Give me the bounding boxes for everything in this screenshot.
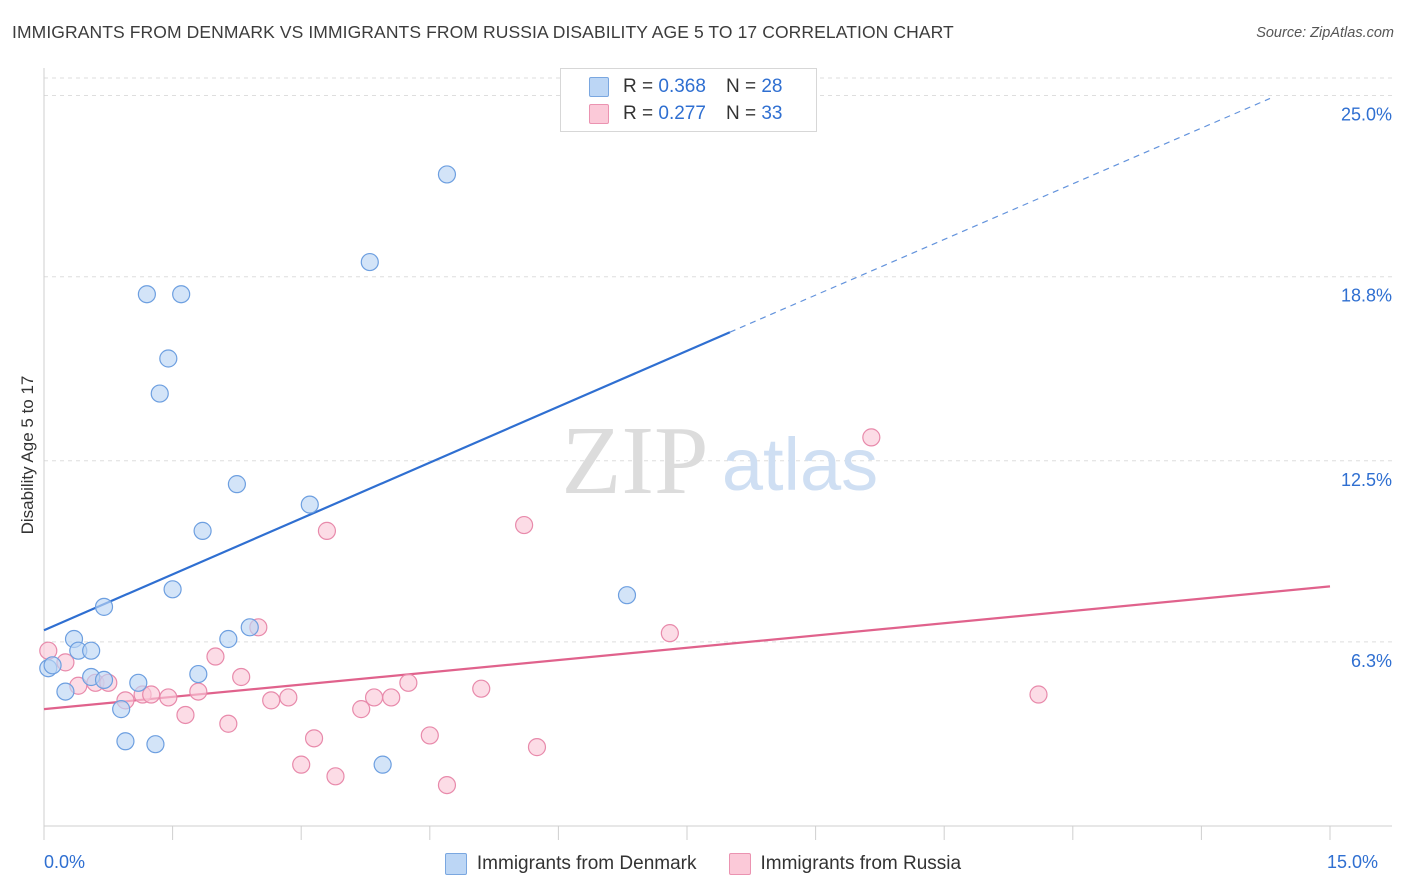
denmark-point	[82, 641, 101, 660]
legend-row-russia: R = 0.277 N = 33	[589, 101, 782, 127]
denmark-point	[56, 682, 75, 701]
denmark-point	[137, 285, 156, 304]
y-axis-label: Disability Age 5 to 17	[18, 375, 37, 535]
russia-trend-line	[43, 585, 1331, 711]
legend-label-russia: Immigrants from Russia	[760, 853, 962, 874]
legend-n-label: N =	[725, 76, 757, 97]
denmark-point	[300, 495, 319, 514]
y-tick-label: 6.3%	[1351, 651, 1392, 671]
legend-label-denmark: Immigrants from Denmark	[476, 853, 697, 874]
russia-point	[279, 688, 298, 707]
russia-point	[176, 705, 195, 725]
denmark-point	[373, 755, 392, 774]
denmark-point	[116, 732, 135, 751]
denmark-swatch	[589, 77, 609, 97]
russia-point	[382, 688, 401, 707]
legend-n-label: N =	[725, 103, 757, 124]
axes	[43, 68, 1392, 840]
denmark-point	[437, 165, 457, 184]
legend-denmark-r: 0.368	[658, 76, 706, 97]
denmark-point	[146, 735, 165, 754]
legend-denmark-n: 28	[761, 76, 783, 97]
x-tick-label-min: 0.0%	[44, 852, 86, 872]
denmark-point	[240, 618, 259, 637]
data-points	[39, 165, 1048, 795]
denmark-point	[43, 656, 62, 675]
denmark-trend-line	[43, 331, 731, 632]
denmark-point	[150, 384, 169, 403]
russia-point	[472, 679, 491, 698]
denmark-point	[360, 252, 379, 272]
russia-point	[862, 428, 881, 447]
russia-point	[232, 667, 251, 687]
series-legend: Immigrants from Denmark Immigrants from …	[0, 851, 1406, 877]
russia-point	[364, 688, 384, 707]
denmark-point	[129, 673, 148, 692]
russia-point	[206, 647, 225, 666]
denmark-point	[172, 285, 191, 304]
denmark-point	[94, 670, 114, 690]
russia-point	[1029, 685, 1048, 704]
russia-point	[527, 738, 547, 757]
russia-point	[420, 726, 439, 745]
legend-r-label: R =	[623, 103, 654, 124]
russia-point	[326, 767, 345, 786]
legend-russia-n: 33	[761, 103, 783, 124]
legend-russia-r: 0.277	[658, 103, 706, 124]
legend-row-denmark: R = 0.368 N = 28	[589, 74, 782, 100]
denmark-point	[219, 629, 238, 649]
legend-item-denmark[interactable]: Immigrants from Denmark	[444, 853, 697, 875]
russia-point	[142, 685, 161, 704]
denmark-swatch	[444, 853, 467, 875]
y-tick-label: 12.5%	[1341, 470, 1392, 490]
russia-point	[437, 775, 457, 795]
russia-point	[159, 688, 178, 707]
legend-r-label: R =	[623, 76, 654, 97]
russia-point	[292, 755, 311, 774]
source-label: Source: ZipAtlas.com	[1256, 25, 1394, 41]
denmark-point	[189, 664, 208, 684]
russia-point	[219, 714, 238, 733]
denmark-point	[227, 475, 246, 494]
chart-title: IMMIGRANTS FROM DENMARK VS IMMIGRANTS FR…	[12, 22, 954, 42]
russia-point	[317, 521, 337, 540]
russia-swatch	[589, 104, 609, 124]
russia-point	[352, 700, 371, 719]
denmark-point	[112, 700, 131, 719]
russia-swatch	[728, 853, 751, 875]
denmark-point	[159, 349, 178, 368]
watermark-zip: ZIP	[562, 407, 709, 515]
y-tick-label: 18.8%	[1341, 286, 1392, 306]
russia-point	[262, 691, 281, 710]
y-tick-labels: 6.3% 12.5% 18.8% 25.0%	[1341, 105, 1392, 671]
russia-point	[304, 729, 324, 748]
russia-point	[189, 682, 208, 701]
legend-item-russia[interactable]: Immigrants from Russia	[728, 853, 962, 875]
denmark-point	[193, 521, 212, 540]
denmark-point	[617, 586, 637, 605]
denmark-trend-extension	[729, 97, 1271, 333]
correlation-legend: R = 0.368 N = 28 R = 0.277 N = 33	[560, 68, 817, 132]
y-tick-label: 25.0%	[1341, 105, 1392, 125]
denmark-point	[94, 597, 114, 616]
russia-point	[660, 624, 679, 643]
russia-point	[399, 673, 418, 692]
watermark-atlas: atlas	[722, 423, 878, 506]
x-tick-label-max: 15.0%	[1327, 852, 1379, 872]
denmark-point	[163, 580, 182, 599]
grid-lines	[44, 77, 1392, 643]
trend-lines	[43, 97, 1331, 711]
russia-point	[515, 515, 534, 535]
